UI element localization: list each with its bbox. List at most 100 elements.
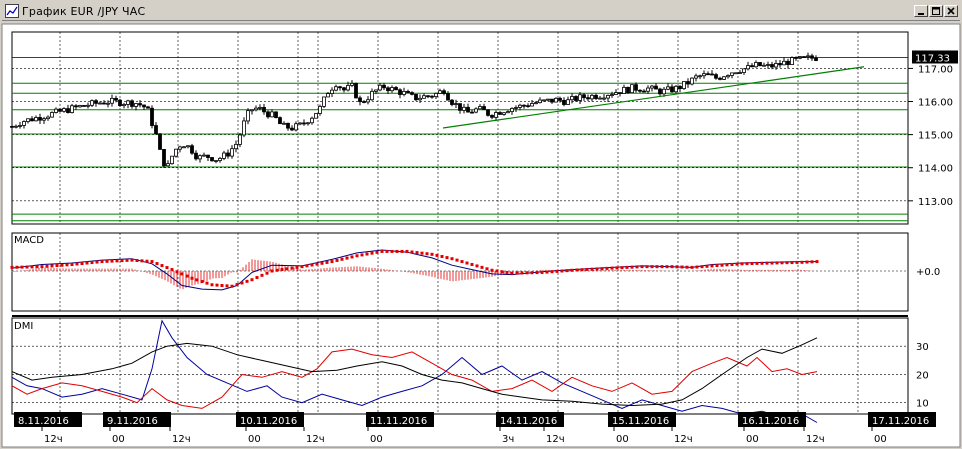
macd-panel: +0.0 MACD: [10, 232, 940, 312]
macd-signal-dot: [185, 274, 189, 278]
candle-body: [94, 100, 98, 104]
macd-signal-dot: [710, 264, 714, 268]
macd-signal-dot: [805, 260, 809, 264]
macd-signal-dot: [180, 272, 184, 276]
candle-body: [578, 94, 582, 101]
candle-body: [718, 77, 722, 80]
macd-signal-dot: [775, 261, 779, 265]
candle-body: [62, 108, 66, 112]
macd-signal-dot: [260, 273, 264, 277]
macd-signal-dot: [290, 266, 294, 270]
candle-body: [790, 57, 794, 65]
macd-signal-dot: [355, 254, 359, 258]
candle-body: [574, 96, 578, 101]
macd-signal-dot: [600, 267, 604, 271]
macd-signal-dot: [590, 267, 594, 271]
macd-signal-dot: [155, 262, 159, 266]
candle-body: [306, 122, 310, 125]
dmi-adx-line: [11, 337, 818, 407]
candle-body: [382, 84, 386, 89]
candle-body: [346, 85, 350, 91]
macd-signal-dot: [450, 257, 454, 261]
macd-signal-dot: [35, 265, 39, 269]
close-button[interactable]: [944, 5, 958, 17]
candle-body: [570, 96, 574, 101]
macd-signal-dot: [225, 284, 229, 288]
candle-body: [386, 87, 390, 92]
candle-body: [694, 75, 698, 79]
macd-signal-dot: [145, 259, 149, 263]
candle-body: [54, 108, 58, 113]
macd-signal-dot: [725, 263, 729, 267]
candle-body: [690, 77, 694, 85]
macd-signal-dot: [680, 265, 684, 269]
macd-signal-dot: [285, 267, 289, 271]
candle-body: [778, 63, 782, 66]
last-price-tag: [912, 50, 958, 64]
date-label: 11.11.2016: [370, 416, 427, 427]
date-label: 17.11.2016: [872, 416, 929, 427]
macd-signal-dot: [780, 261, 784, 265]
close-icon: [947, 7, 955, 15]
macd-signal-dot: [265, 271, 269, 275]
candle-body: [226, 152, 230, 157]
candle-body: [738, 72, 742, 74]
candle-body: [766, 64, 770, 66]
candle-body: [614, 92, 618, 95]
macd-signal-dot: [245, 279, 249, 283]
macd-signal-dot: [455, 258, 459, 262]
candle-body: [154, 125, 158, 135]
candle-body: [586, 97, 590, 100]
candle-body: [150, 107, 154, 126]
candle-body: [714, 74, 718, 79]
maximize-button[interactable]: [929, 5, 943, 17]
candle-body: [138, 103, 142, 106]
macd-signal-dot: [405, 249, 409, 253]
macd-signal-dot: [410, 250, 414, 254]
macd-signal-dot: [490, 268, 494, 272]
macd-signal-dot: [570, 268, 574, 272]
macd-signal-dot: [360, 253, 364, 257]
candle-body: [678, 85, 682, 90]
macd-signal-dot: [800, 260, 804, 264]
macd-signal-dot: [460, 260, 464, 264]
macd-signal-dot: [660, 265, 664, 269]
candle-body: [286, 122, 290, 129]
candle-body: [698, 75, 702, 78]
hour-label: 12ч: [546, 434, 565, 445]
macd-signal-dot: [165, 266, 169, 270]
macd-signal-dot: [700, 265, 704, 269]
macd-signal-dot: [815, 260, 819, 264]
date-label: 14.11.2016: [500, 416, 557, 427]
candle-body: [706, 73, 710, 76]
hour-label: 00: [874, 434, 887, 445]
candle-body: [726, 75, 730, 78]
macd-signal-dot: [305, 264, 309, 268]
macd-signal-dot: [770, 261, 774, 265]
macd-signal-dot: [545, 270, 549, 274]
dmi-tick-label: 10: [916, 399, 929, 410]
candle-body: [610, 94, 614, 96]
candle-body: [510, 108, 514, 113]
macd-signal-dot: [645, 265, 649, 269]
macd-signal-dot: [620, 266, 624, 270]
macd-signal-dot: [750, 262, 754, 266]
candle-body: [742, 68, 746, 73]
macd-signal-dot: [45, 264, 49, 268]
date-label-bg: [103, 412, 171, 427]
macd-signal-dot: [395, 249, 399, 253]
candle-body: [234, 143, 238, 150]
candle-body: [490, 114, 494, 118]
minimize-button[interactable]: [914, 5, 928, 17]
macd-signal-dot: [295, 265, 299, 269]
candle-body: [90, 100, 94, 106]
candle-body: [514, 107, 518, 109]
macd-signal-dot: [715, 264, 719, 268]
macd-signal-dot: [110, 259, 114, 263]
macd-signal-dot: [370, 251, 374, 255]
price-tick-label: 115.00: [918, 131, 953, 142]
candle-body: [438, 90, 442, 94]
candle-body: [506, 111, 510, 114]
candle-body: [174, 148, 178, 157]
